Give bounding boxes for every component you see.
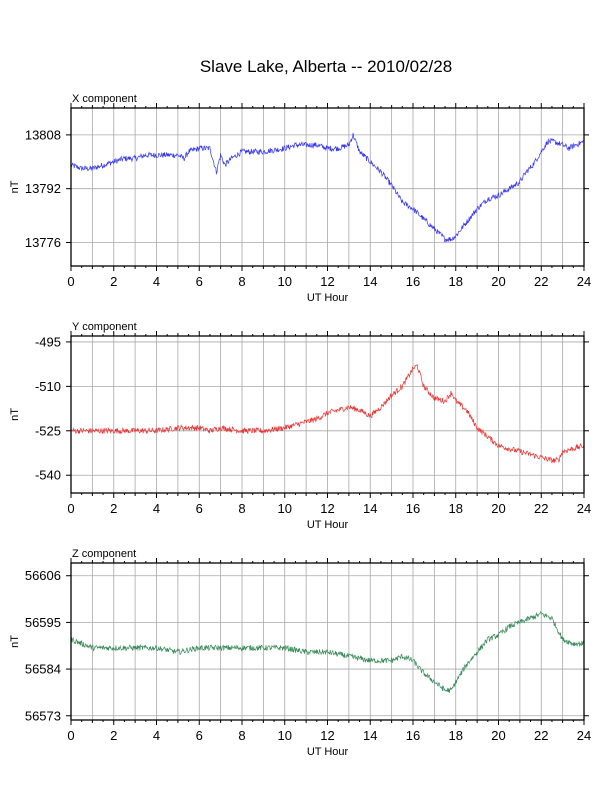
data-trace — [70, 364, 585, 464]
x-tick-label: 8 — [238, 728, 245, 743]
x-axis-label: UT Hour — [307, 519, 349, 531]
x-tick-label: 0 — [67, 501, 74, 516]
data-trace — [70, 610, 585, 693]
y-tick-label: 56595 — [25, 615, 61, 630]
x-tick-label: 16 — [406, 728, 420, 743]
y-tick-label: -495 — [35, 334, 61, 349]
y-tick-label: 13776 — [25, 235, 61, 250]
x-tick-label: 18 — [449, 501, 463, 516]
x-tick-label: 16 — [406, 274, 420, 289]
x-tick-label: 6 — [196, 501, 203, 516]
data-trace — [70, 132, 585, 243]
x-tick-label: 22 — [534, 501, 548, 516]
x-tick-label: 4 — [153, 274, 160, 289]
x-tick-label: 4 — [153, 728, 160, 743]
x-tick-label: 8 — [238, 274, 245, 289]
x-tick-label: 18 — [449, 728, 463, 743]
x-tick-label: 24 — [577, 274, 591, 289]
panel-label: Y component — [72, 321, 137, 333]
x-axis-label: UT Hour — [307, 292, 349, 304]
y-axis-label: nT — [9, 635, 21, 648]
x-tick-label: 2 — [110, 728, 117, 743]
y-axis-label: nT — [9, 408, 21, 421]
x-axis-label: UT Hour — [307, 746, 349, 758]
y-tick-label: -540 — [35, 468, 61, 483]
x-tick-label: 2 — [110, 274, 117, 289]
x-tick-label: 4 — [153, 501, 160, 516]
x-tick-label: 10 — [278, 274, 292, 289]
x-tick-label: 6 — [196, 728, 203, 743]
x-tick-label: 20 — [491, 501, 505, 516]
panel-label: Z component — [72, 548, 136, 560]
x-tick-label: 0 — [67, 728, 74, 743]
x-tick-label: 22 — [534, 274, 548, 289]
x-tick-label: 22 — [534, 728, 548, 743]
y-tick-label: 56584 — [25, 662, 61, 677]
x-tick-label: 18 — [449, 274, 463, 289]
x-tick-label: 14 — [363, 501, 377, 516]
x-tick-label: 24 — [577, 501, 591, 516]
x-tick-label: 6 — [196, 274, 203, 289]
x-tick-label: 16 — [406, 501, 420, 516]
x-tick-label: 2 — [110, 501, 117, 516]
y-tick-label: -510 — [35, 379, 61, 394]
y-axis-label: nT — [9, 180, 21, 193]
y-tick-label: 13808 — [25, 127, 61, 142]
panel-label: X component — [72, 93, 137, 105]
x-tick-label: 0 — [67, 274, 74, 289]
x-tick-label: 10 — [278, 728, 292, 743]
x-tick-label: 14 — [363, 728, 377, 743]
x-tick-label: 8 — [238, 501, 245, 516]
y-tick-label: 56573 — [25, 708, 61, 723]
x-tick-label: 12 — [320, 274, 334, 289]
x-tick-label: 10 — [278, 501, 292, 516]
x-tick-label: 20 — [491, 274, 505, 289]
y-tick-label: 13792 — [25, 181, 61, 196]
x-tick-label: 12 — [320, 501, 334, 516]
x-tick-label: 24 — [577, 728, 591, 743]
x-tick-label: 14 — [363, 274, 377, 289]
x-tick-label: 20 — [491, 728, 505, 743]
page-title: Slave Lake, Alberta -- 2010/02/28 — [199, 57, 453, 76]
y-tick-label: -525 — [35, 423, 61, 438]
y-tick-label: 56606 — [25, 568, 61, 583]
x-tick-label: 12 — [320, 728, 334, 743]
